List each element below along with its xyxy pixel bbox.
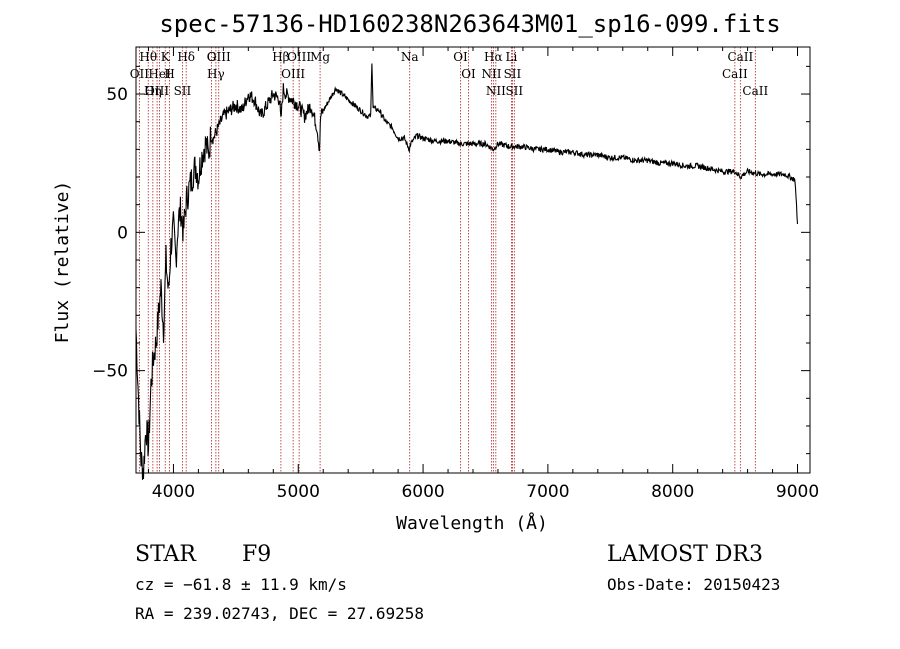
spectral-line-label: Hγ: [207, 67, 225, 81]
spectral-line-label: OIII: [145, 84, 169, 98]
spectral-line-label: Li: [506, 50, 518, 64]
x-tick-label: 4000: [152, 482, 195, 502]
coordinates: RA = 239.02743, DEC = 27.69258: [135, 604, 424, 623]
spectral-line-label: CaII: [727, 50, 753, 64]
spectral-line-label: Hβ: [272, 50, 289, 64]
spectral-line-label: SII: [504, 67, 522, 81]
spectral-line-label: OIII: [207, 50, 231, 64]
spectral-line-label: K: [161, 50, 171, 64]
spectral-line-label: OI: [461, 67, 476, 81]
spectral-subclass: F9: [242, 542, 271, 567]
spectral-line-label: SII: [174, 84, 192, 98]
spectral-line-label: H: [164, 67, 174, 81]
spectral-line-label: G: [207, 50, 217, 64]
x-axis-ticks: 4000 5000 6000 7000 8000 9000: [147, 47, 819, 502]
spectral-line-label: Hθ: [139, 50, 157, 64]
x-tick-label: 8000: [651, 482, 694, 502]
spectral-line-label: Hδ: [177, 50, 195, 64]
observation-date: Obs-Date: 20150423: [607, 575, 780, 594]
spectral-line-markers: [138, 47, 756, 473]
spectral-line-label: CaII: [722, 67, 748, 81]
spectral-line-label: OI: [453, 50, 468, 64]
spectral-line-label: Hα: [484, 50, 503, 64]
y-axis-ticks: −50 0 50: [92, 65, 810, 455]
y-axis-label: Flux (relative): [52, 181, 73, 344]
spectral-line-label: SII: [505, 84, 523, 98]
spectral-line-label: OIII: [287, 50, 311, 64]
x-tick-label: 6000: [401, 482, 444, 502]
spectral-line-label: Mg: [310, 50, 330, 64]
x-tick-label: 9000: [776, 482, 819, 502]
spectral-line-label: OII: [130, 67, 150, 81]
spectral-line-label: NII: [481, 67, 501, 81]
y-tick-label: 0: [117, 223, 128, 243]
y-tick-label: 50: [106, 85, 128, 105]
survey-name: LAMOST DR3: [607, 542, 763, 567]
x-tick-label: 5000: [277, 482, 320, 502]
spectral-line-label: CaII: [742, 84, 768, 98]
x-axis-label: Wavelength (Å): [396, 512, 548, 534]
spectral-line-label: Hη: [144, 84, 162, 98]
spectral-line-label: HeI: [148, 67, 171, 81]
x-tick-label: 7000: [526, 482, 569, 502]
y-tick-label: −50: [92, 362, 128, 382]
chart-title: spec-57136-HD160238N263643M01_sp16-099.f…: [159, 10, 780, 38]
redshift-cz: cz = −61.8 ± 11.9 km/s: [135, 575, 347, 594]
spectrum-series-line: [135, 63, 799, 480]
spectral-line-label: NII: [486, 84, 506, 98]
spectral-line-label: Na: [401, 50, 419, 64]
spectral-line-label: OIII: [281, 67, 305, 81]
object-type: STAR: [135, 542, 197, 567]
